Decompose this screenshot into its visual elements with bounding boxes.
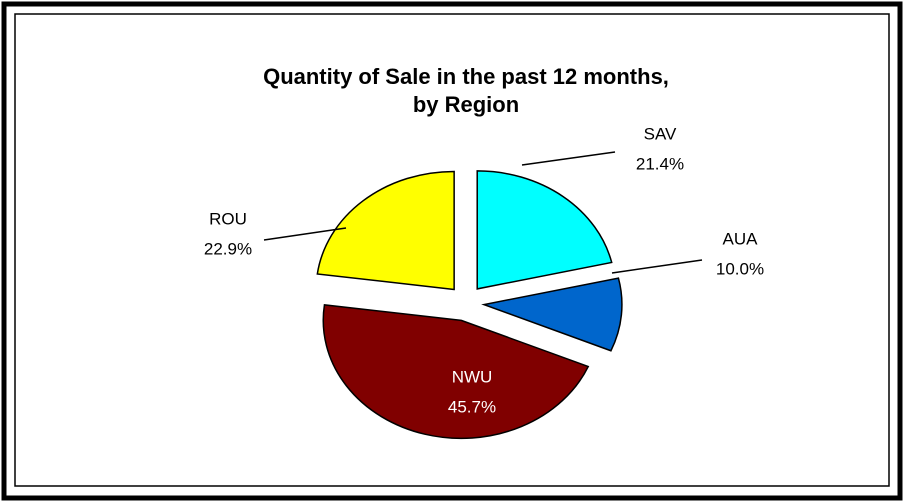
pie-slice: [481, 277, 623, 352]
pie-slice: [322, 304, 590, 440]
value-label: 21.4%: [636, 154, 684, 173]
pie-slice: [476, 170, 613, 290]
value-label: 45.7%: [448, 397, 496, 416]
slice-label: ROU: [209, 209, 247, 228]
slice-label: SAV: [644, 124, 677, 143]
chart-title: by Region: [413, 92, 519, 117]
leader-line: [263, 227, 347, 241]
slice-label: AUA: [723, 229, 759, 248]
pie-slice: [316, 170, 455, 291]
chart-title: Quantity of Sale in the past 12 months,: [263, 64, 669, 89]
value-label: 22.9%: [204, 239, 252, 258]
value-label: 10.0%: [716, 259, 764, 278]
inner-frame: [14, 13, 890, 487]
slice-label: NWU: [452, 367, 493, 386]
leader-line: [521, 151, 616, 166]
leader-line: [611, 259, 703, 274]
